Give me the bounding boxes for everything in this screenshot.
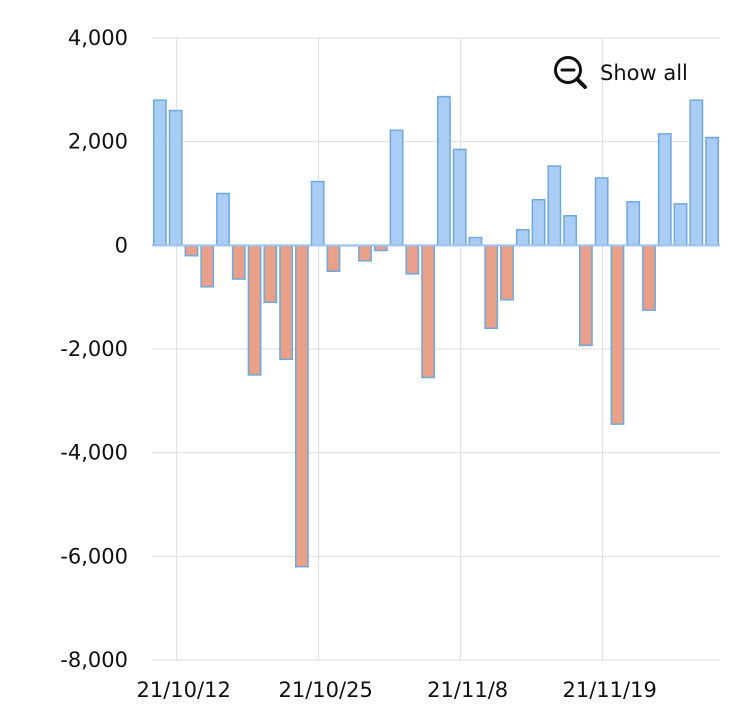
bar-positive [657,133,672,247]
bar-negative [578,244,593,347]
bar-negative [642,244,656,311]
bar-positive [310,180,325,247]
bar-positive [531,198,546,247]
y-tick-label: 2,000 [68,130,128,154]
x-axis-ticks: 21/10/12 21/10/25 21/11/8 21/11/19 [137,678,657,702]
bar-negative [610,244,625,425]
bar-negative [263,244,278,304]
bar-positive [515,229,530,247]
y-tick-label: 0 [115,233,128,257]
x-tick-label: 21/11/19 [563,678,657,702]
bar-negative [484,244,499,330]
x-tick-label: 21/10/25 [279,678,373,702]
bar-positive [594,177,609,247]
bar-negative [358,244,372,262]
y-axis-ticks: 4,000 2,000 0 -2,000 -4,000 -6,000 -8,000 [60,26,128,672]
bar-positive [705,136,720,247]
bar-negative [279,244,294,361]
show-all-label: Show all [600,61,688,85]
bar-negative [247,244,262,376]
bar-positive [689,99,704,247]
y-tick-label: -6,000 [60,544,128,568]
bar-positive [452,148,467,247]
bar-negative [405,244,420,275]
show-all-button[interactable]: Show all [552,54,688,92]
x-tick-label: 21/11/8 [427,678,508,702]
bar-negative [326,244,341,272]
bar-negative [421,244,436,379]
y-tick-label: 4,000 [68,26,128,50]
bar-positive [168,109,183,247]
bar-positive [563,215,578,247]
bar-positive [436,95,451,247]
bars [152,95,720,568]
bar-positive [389,129,404,247]
bar-negative [200,244,215,288]
bar-negative [500,244,514,301]
bar-negative [231,244,246,280]
bar-positive [626,201,641,247]
bar-positive [468,236,483,247]
y-tick-label: -4,000 [60,441,128,465]
grid-lines [152,37,720,661]
zoom-out-icon [552,54,590,92]
y-tick-label: -2,000 [60,337,128,361]
bar-positive [673,203,688,247]
bar-positive [547,165,562,247]
y-tick-label: -8,000 [60,648,128,672]
bar-negative [294,244,309,568]
bar-positive [152,99,167,247]
bar-positive [216,192,230,247]
bar-negative [184,244,199,257]
x-tick-label: 21/10/12 [137,678,231,702]
